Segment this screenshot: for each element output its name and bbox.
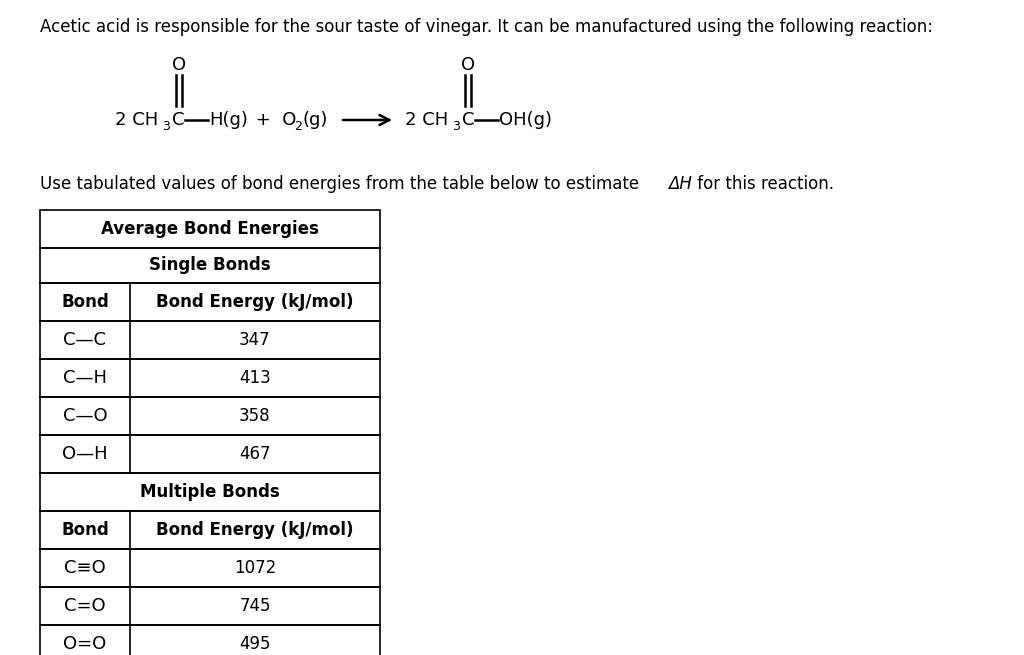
- Text: 3: 3: [452, 119, 460, 132]
- Text: C: C: [172, 111, 184, 129]
- Text: Bond Energy (kJ/mol): Bond Energy (kJ/mol): [157, 293, 353, 311]
- Text: O: O: [172, 56, 186, 74]
- Text: C—H: C—H: [63, 369, 106, 387]
- Text: Use tabulated values of bond energies from the table below to estimate: Use tabulated values of bond energies fr…: [40, 175, 644, 193]
- Text: O—H: O—H: [62, 445, 108, 463]
- Text: O=O: O=O: [63, 635, 106, 653]
- Text: 358: 358: [240, 407, 270, 425]
- Text: 3: 3: [162, 119, 170, 132]
- Text: ΔH: ΔH: [668, 175, 692, 193]
- Text: Bond Energy (kJ/mol): Bond Energy (kJ/mol): [157, 521, 353, 539]
- Text: Acetic acid is responsible for the sour taste of vinegar. It can be manufactured: Acetic acid is responsible for the sour …: [40, 18, 933, 36]
- Text: 2 CH: 2 CH: [115, 111, 159, 129]
- Text: C—O: C—O: [62, 407, 108, 425]
- Text: C—C: C—C: [63, 331, 106, 349]
- Text: Single Bonds: Single Bonds: [150, 257, 270, 274]
- Text: Average Bond Energies: Average Bond Energies: [101, 220, 318, 238]
- Bar: [40, 210, 380, 248]
- Text: 467: 467: [240, 445, 270, 463]
- Text: Bond: Bond: [61, 293, 109, 311]
- Bar: [40, 359, 380, 397]
- Text: 745: 745: [240, 597, 270, 615]
- Bar: [40, 511, 380, 549]
- Text: O: O: [461, 56, 475, 74]
- Text: for this reaction.: for this reaction.: [692, 175, 834, 193]
- Text: 2 CH: 2 CH: [406, 111, 449, 129]
- Text: +  O: + O: [250, 111, 296, 129]
- Bar: [40, 435, 380, 473]
- Bar: [40, 248, 380, 283]
- Text: 413: 413: [240, 369, 271, 387]
- Text: 495: 495: [240, 635, 270, 653]
- Text: H(g): H(g): [209, 111, 248, 129]
- Bar: [40, 625, 380, 655]
- Text: (g): (g): [302, 111, 328, 129]
- Text: OH(g): OH(g): [499, 111, 552, 129]
- Bar: [40, 549, 380, 587]
- Text: C=O: C=O: [65, 597, 105, 615]
- Text: 347: 347: [240, 331, 270, 349]
- Text: Bond: Bond: [61, 521, 109, 539]
- Bar: [40, 473, 380, 511]
- Text: Multiple Bonds: Multiple Bonds: [140, 483, 280, 501]
- Text: C: C: [462, 111, 474, 129]
- Text: C≡O: C≡O: [65, 559, 105, 577]
- Text: 2: 2: [294, 119, 302, 132]
- Bar: [40, 321, 380, 359]
- Text: 1072: 1072: [233, 559, 276, 577]
- Bar: [40, 397, 380, 435]
- Bar: [40, 283, 380, 321]
- Bar: [40, 587, 380, 625]
